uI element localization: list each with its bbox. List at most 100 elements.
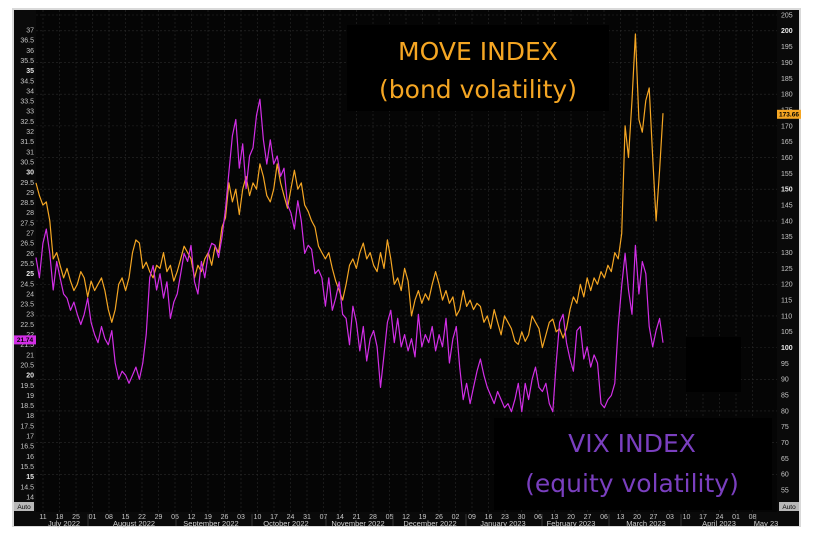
right-tick-label: 205 — [781, 12, 793, 19]
left-tick-label: 17 — [26, 434, 34, 441]
right-tick-label: 110 — [781, 313, 792, 320]
x-day-tick-label: 27 — [584, 514, 592, 521]
x-day-tick-label: 08 — [749, 514, 757, 521]
left-tick-label: 18 — [26, 413, 34, 420]
x-day-tick-label: 07 — [320, 514, 328, 521]
x-month-label: October 2022 — [263, 519, 308, 528]
left-auto-label: Auto — [17, 504, 31, 511]
x-day-tick-label: 03 — [237, 514, 245, 521]
x-day-tick-label: 29 — [155, 514, 163, 521]
left-tick-label: 23.5 — [20, 302, 34, 309]
left-tick-label: 16 — [26, 454, 34, 461]
x-day-tick-label: 17 — [270, 514, 278, 521]
left-tick-label: 24.5 — [20, 281, 34, 288]
x-day-tick-label: 10 — [683, 514, 691, 521]
x-day-tick-label: 08 — [105, 514, 113, 521]
x-day-tick-label: 16 — [485, 514, 493, 521]
left-tick-label: 25 — [26, 271, 34, 278]
left-tick-label: 18.5 — [20, 403, 34, 410]
x-month-label: December 2022 — [403, 519, 456, 528]
left-tick-label: 35.5 — [20, 58, 34, 65]
left-tick-label: 37 — [26, 28, 34, 35]
vix-last-value-label: 21.74 — [17, 337, 34, 344]
x-day-tick-label: 10 — [254, 514, 262, 521]
left-tick-label: 36 — [26, 48, 34, 55]
move-last-value-badge — [777, 109, 801, 119]
left-tick-label: 33 — [26, 109, 34, 116]
right-tick-label: 135 — [781, 234, 793, 241]
x-day-tick-label: 26 — [435, 514, 443, 521]
x-day-tick-label: 24 — [716, 514, 724, 521]
x-month-label: April 2023 — [702, 519, 736, 528]
left-tick-label: 27.5 — [20, 220, 34, 227]
x-day-tick-label: 27 — [650, 514, 658, 521]
right-tick-label: 90 — [781, 377, 789, 384]
left-tick-label: 35 — [26, 68, 34, 75]
vix-last-value-badge — [14, 335, 36, 345]
left-tick-label: 26 — [26, 251, 34, 258]
x-day-tick-label: 21 — [353, 514, 361, 521]
left-tick-label: 22.5 — [20, 322, 34, 329]
bottom-axis-background — [14, 512, 799, 526]
x-day-tick-label: 20 — [633, 514, 641, 521]
x-day-tick-label: 01 — [732, 514, 740, 521]
x-month-label: February 2023 — [547, 519, 596, 528]
move-annotation-box — [347, 25, 609, 111]
left-tick-label: 24 — [26, 291, 34, 298]
vix-annotation-box — [494, 418, 772, 510]
right-tick-label: 70 — [781, 440, 789, 447]
x-day-tick-label: 11 — [39, 514, 46, 521]
x-day-tick-label: 24 — [287, 514, 295, 521]
right-tick-label: 195 — [781, 44, 793, 51]
left-axis-background — [14, 10, 36, 512]
vix-series-line — [35, 98, 664, 413]
left-tick-label: 29 — [26, 190, 34, 197]
right-tick-label: 115 — [781, 297, 792, 304]
x-day-tick-label: 22 — [138, 514, 146, 521]
left-tick-label: 31 — [26, 149, 34, 156]
x-day-tick-label: 18 — [56, 514, 64, 521]
left-tick-label: 20 — [26, 373, 34, 380]
left-tick-label: 33.5 — [20, 99, 34, 106]
right-tick-label: 75 — [781, 424, 789, 431]
left-tick-label: 26.5 — [20, 241, 34, 248]
right-tick-label: 160 — [781, 155, 793, 162]
right-tick-label: 120 — [781, 282, 793, 289]
x-day-tick-label: 09 — [468, 514, 476, 521]
x-day-tick-label: 20 — [567, 514, 575, 521]
left-tick-label: 15 — [26, 474, 34, 481]
vix-annotation-title: VIX INDEX — [568, 429, 696, 458]
x-month-label: January 2023 — [480, 519, 525, 528]
x-day-tick-label: 19 — [419, 514, 427, 521]
left-tick-label: 30.5 — [20, 159, 34, 166]
right-tick-label: 80 — [781, 408, 789, 415]
last-value-badges: 21.74 173.66 — [14, 109, 801, 345]
x-month-label: September 2022 — [183, 519, 238, 528]
right-tick-label: 65 — [781, 456, 789, 463]
x-day-tick-label: 13 — [551, 514, 559, 521]
right-tick-label: 100 — [781, 345, 793, 352]
left-tick-label: 34.5 — [20, 78, 34, 85]
move-annotation-subtitle: (bond volatility) — [379, 75, 577, 104]
x-month-label: July 2022 — [48, 519, 80, 528]
right-tick-label: 85 — [781, 393, 789, 400]
vix-annotation-subtitle: (equity volatility) — [525, 469, 739, 498]
right-tick-label: 155 — [781, 171, 793, 178]
x-day-tick-label: 14 — [336, 514, 344, 521]
x-day-tick-label: 06 — [534, 514, 542, 521]
right-tick-label: 150 — [781, 187, 793, 194]
x-month-label: August 2022 — [113, 519, 155, 528]
x-axis-ticks: 11 18 25 01 08 15 22 29 05 12 19 26 03 10 17 24 31 07 14 21… — [39, 514, 778, 528]
x-month-label: November 2022 — [331, 519, 384, 528]
left-tick-label: 15.5 — [20, 464, 34, 471]
right-tick-label: 190 — [781, 60, 793, 67]
x-day-tick-label: 17 — [699, 514, 707, 521]
left-tick-label: 23 — [26, 312, 34, 319]
right-tick-label: 180 — [781, 92, 793, 99]
left-tick-label: 25.5 — [20, 261, 34, 268]
left-tick-label: 27 — [26, 231, 34, 238]
left-tick-label: 19 — [26, 393, 34, 400]
x-day-tick-label: 12 — [188, 514, 196, 521]
right-tick-label: 130 — [781, 250, 793, 257]
